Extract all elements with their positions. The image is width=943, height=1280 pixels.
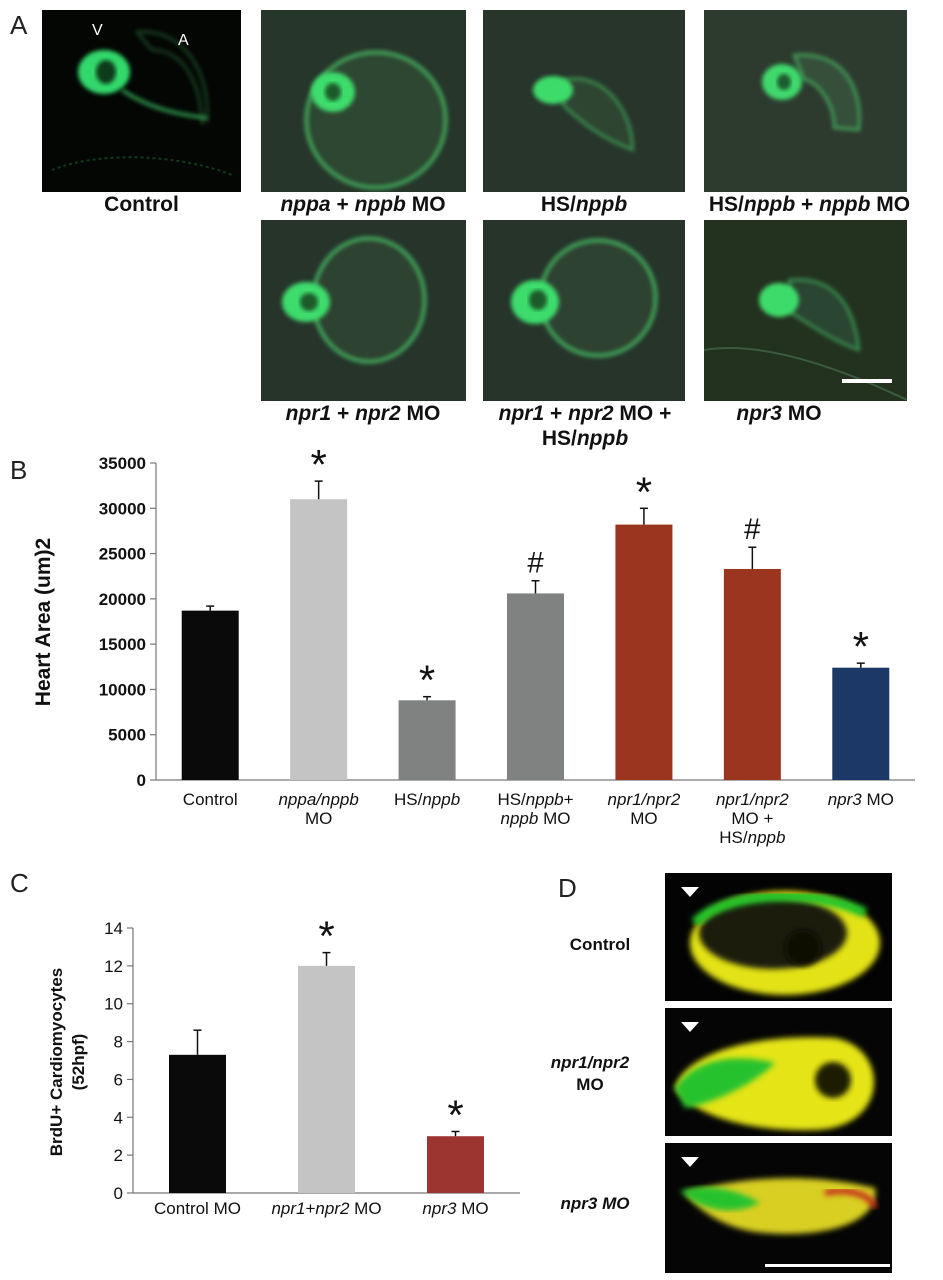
- micrograph-npr1-npr2-mo-hs-nppb: [483, 220, 685, 401]
- panel-letter-b: B: [10, 455, 28, 485]
- y-tick-label: 0: [114, 1184, 123, 1203]
- bar: [169, 1054, 226, 1193]
- y-axis-label: Heart Area (um)2: [32, 538, 55, 706]
- arrowhead-icon: [681, 887, 699, 897]
- caption-control: Control: [104, 193, 179, 216]
- chart-heart-area: 0 5000 10000 15000 20000 25000 30000 35000 Heart…: [32, 450, 915, 847]
- category-label: npr1/npr2: [716, 790, 789, 809]
- caption-npr1-npr2-mo-hs-nppb: npr1 + npr2 MO + HS/nppb: [498, 402, 672, 450]
- significance-marker: #: [527, 547, 544, 580]
- bar: [832, 667, 890, 780]
- significance-marker: #: [744, 513, 761, 546]
- y-tick-label: 4: [114, 1108, 123, 1127]
- bar: [181, 610, 239, 780]
- category-label: HS/nppb: [394, 790, 460, 809]
- y-tick-label: 6: [114, 1070, 123, 1089]
- y-tick-label: 25000: [99, 545, 146, 564]
- category-label: Control MO: [154, 1199, 241, 1218]
- significance-marker: *: [310, 450, 326, 488]
- category-label: npr1/npr2: [608, 790, 681, 809]
- y-tick-label: 10: [104, 995, 123, 1014]
- confocal-control: [665, 873, 892, 1001]
- panel-letter-d: D: [558, 873, 577, 903]
- confocal-npr3-mo: [665, 1143, 892, 1273]
- y-tick-label: 5000: [108, 726, 146, 745]
- micrograph-nppa-nppb-mo: [261, 10, 466, 192]
- arrowhead-icon: [681, 1157, 699, 1167]
- category-label: nppb MO: [501, 809, 571, 828]
- category-label: MO: [305, 809, 332, 828]
- bar: [723, 568, 781, 780]
- category-label: npr3 MO: [828, 790, 894, 809]
- y-tick-label: 8: [114, 1033, 123, 1052]
- micrograph-hs-nppb: [483, 10, 685, 192]
- y-tick-label: 0: [137, 771, 146, 790]
- bar: [398, 700, 456, 780]
- caption-npr1-npr2-mo: npr1 + npr2 MO: [285, 402, 441, 425]
- y-tick-label: 14: [104, 919, 123, 938]
- confocal-npr1-npr2-mo: [665, 1008, 892, 1136]
- bar: [507, 593, 564, 780]
- category-label: HS/nppb: [719, 828, 785, 847]
- bar: [427, 1136, 484, 1193]
- significance-marker: *: [447, 1091, 463, 1138]
- label-d-npr1-npr2-mo: npr1/npr2 MO: [550, 1053, 630, 1094]
- caption-hs-nppb-nppb-mo: HS/nppb + nppb MO: [708, 193, 911, 216]
- y-tick-label: 35000: [99, 454, 146, 473]
- category-label: MO +: [731, 809, 773, 828]
- category-label: npr3 MO: [422, 1199, 488, 1218]
- chart-brdu-cardiomyocytes: 0 2 4 6 8 10 12 14 BrdU+ Cardiomyocytes (52hpf) Co…: [47, 913, 520, 1218]
- label-d-control: Control: [569, 935, 631, 954]
- bar: [290, 499, 348, 780]
- micrograph-npr1-npr2-mo: [261, 220, 466, 401]
- micrograph-control: V A: [42, 10, 241, 192]
- category-label: nppa/nppb: [278, 790, 358, 809]
- y-axis-label: BrdU+ Cardiomyocytes: [47, 968, 66, 1156]
- significance-marker: *: [318, 913, 334, 960]
- y-tick-label: 2: [114, 1146, 123, 1165]
- y-tick-label: 30000: [99, 499, 146, 518]
- micrograph-npr3-mo: [704, 220, 907, 401]
- y-tick-label: 10000: [99, 680, 146, 699]
- significance-marker: *: [636, 468, 652, 515]
- category-label: npr1+npr2 MO: [271, 1199, 381, 1218]
- y-axis-label-2: (52hpf): [69, 1034, 88, 1091]
- category-label: Control: [183, 790, 238, 809]
- caption-hs-nppb: HS/nppb: [540, 193, 628, 216]
- category-label: HS/nppb+: [497, 790, 573, 809]
- significance-marker: *: [419, 657, 435, 704]
- caption-nppa-nppb-mo: nppa + nppb MO: [280, 193, 446, 216]
- y-tick-label: 20000: [99, 590, 146, 609]
- chamber-label-ventricle: V: [92, 22, 103, 39]
- micrograph-hs-nppb-nppb-mo: [704, 10, 907, 192]
- arrowhead-icon: [681, 1022, 699, 1032]
- label-d-npr3-mo: npr3 MO: [560, 1194, 630, 1213]
- bar: [298, 965, 355, 1193]
- significance-marker: *: [853, 623, 869, 670]
- panel-letter-a: A: [10, 10, 28, 40]
- y-tick-label: 15000: [99, 635, 146, 654]
- y-tick-label: 12: [104, 957, 123, 976]
- bar: [615, 524, 673, 780]
- chamber-label-atrium: A: [178, 32, 189, 49]
- panel-letter-c: C: [10, 868, 29, 898]
- caption-npr3-mo: npr3 MO: [736, 402, 822, 425]
- category-label: MO: [630, 809, 657, 828]
